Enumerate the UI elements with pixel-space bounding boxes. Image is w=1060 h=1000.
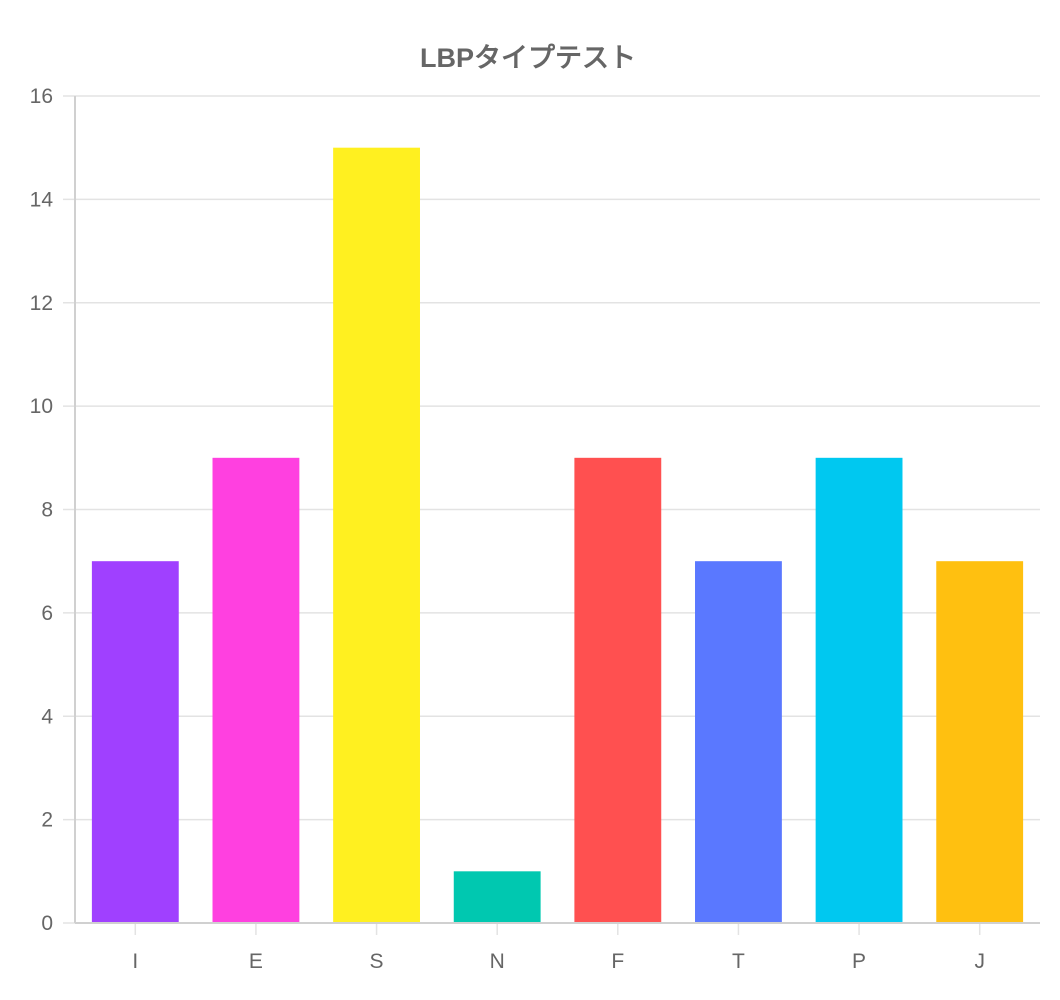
x-tick-label: T <box>732 950 745 973</box>
bar-P[interactable] <box>815 457 903 923</box>
x-tick-label: P <box>852 950 866 973</box>
bar-F[interactable] <box>574 457 662 923</box>
axes <box>74 96 1040 924</box>
y-tick-label: 10 <box>30 395 53 418</box>
y-tick-label: 12 <box>30 292 53 315</box>
y-tick-label: 14 <box>30 188 54 211</box>
bar-S[interactable] <box>333 147 420 923</box>
bar-N[interactable] <box>453 871 541 923</box>
y-tick-label: 6 <box>41 602 53 625</box>
bar-J[interactable] <box>936 561 1024 923</box>
x-tick-label: J <box>974 950 985 973</box>
y-tick-label: 4 <box>41 705 53 728</box>
y-tick-label: 8 <box>41 499 53 522</box>
bar-E[interactable] <box>212 457 300 923</box>
bar-I[interactable] <box>91 561 179 923</box>
x-tick-label: F <box>611 950 624 973</box>
bar-T[interactable] <box>695 561 782 923</box>
y-tick-labels: 0 2 4 6 8 10 12 14 16 <box>30 85 54 935</box>
x-tick-label: I <box>132 950 138 973</box>
bars <box>91 147 1024 923</box>
x-tick-label: N <box>490 950 505 973</box>
y-tick-label: 0 <box>41 912 53 935</box>
chart-title: LBPタイプテスト <box>420 43 636 73</box>
y-tick-label: 2 <box>41 809 53 832</box>
y-tick-label: 16 <box>30 85 53 108</box>
x-tick-label: E <box>249 950 263 973</box>
x-tick-label: S <box>370 950 384 973</box>
